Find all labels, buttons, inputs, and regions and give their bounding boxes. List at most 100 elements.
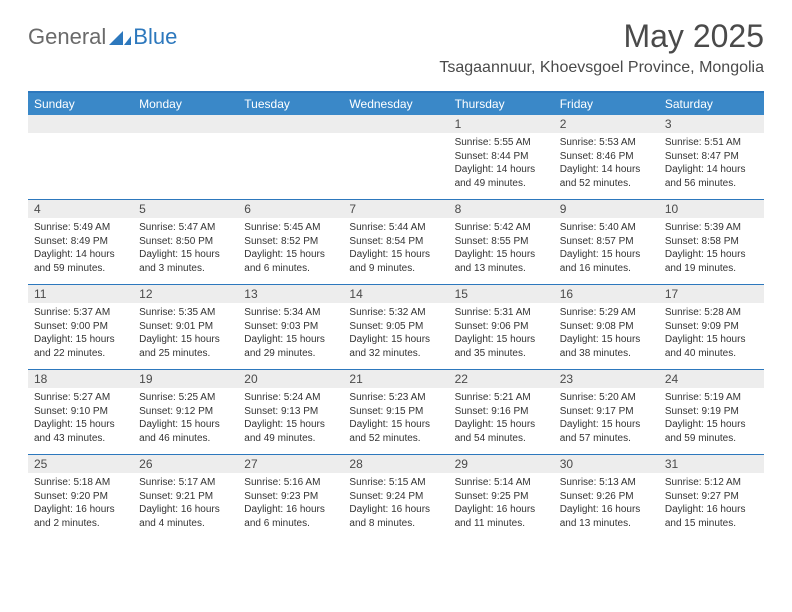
sunset-text: Sunset: 8:46 PM <box>560 150 653 164</box>
day-number: 28 <box>343 455 448 473</box>
daylight-text: Daylight: 15 hours and 35 minutes. <box>455 333 548 360</box>
day-body: Sunrise: 5:24 AMSunset: 9:13 PMDaylight:… <box>238 388 343 448</box>
day-number: 14 <box>343 285 448 303</box>
sunrise-text: Sunrise: 5:25 AM <box>139 391 232 405</box>
sunset-text: Sunset: 9:12 PM <box>139 405 232 419</box>
day-number: 5 <box>133 200 238 218</box>
day-number: 4 <box>28 200 133 218</box>
day-cell: 31Sunrise: 5:12 AMSunset: 9:27 PMDayligh… <box>659 455 764 539</box>
logo-triangle-icon <box>109 29 131 45</box>
logo-text-general: General <box>28 24 106 50</box>
day-body: Sunrise: 5:31 AMSunset: 9:06 PMDaylight:… <box>449 303 554 363</box>
day-number: 8 <box>449 200 554 218</box>
sunrise-text: Sunrise: 5:14 AM <box>455 476 548 490</box>
day-number: 7 <box>343 200 448 218</box>
sunset-text: Sunset: 9:13 PM <box>244 405 337 419</box>
title-block: May 2025 Tsagaannuur, Khoevsgoel Provinc… <box>439 18 764 77</box>
sunset-text: Sunset: 9:19 PM <box>665 405 758 419</box>
day-cell: 30Sunrise: 5:13 AMSunset: 9:26 PMDayligh… <box>554 455 659 539</box>
weekday-header: Thursday <box>449 93 554 115</box>
day-number: 22 <box>449 370 554 388</box>
day-body: Sunrise: 5:39 AMSunset: 8:58 PMDaylight:… <box>659 218 764 278</box>
day-cell <box>133 115 238 199</box>
day-body: Sunrise: 5:28 AMSunset: 9:09 PMDaylight:… <box>659 303 764 363</box>
day-number: 12 <box>133 285 238 303</box>
daylight-text: Daylight: 16 hours and 4 minutes. <box>139 503 232 530</box>
day-cell: 3Sunrise: 5:51 AMSunset: 8:47 PMDaylight… <box>659 115 764 199</box>
sunrise-text: Sunrise: 5:13 AM <box>560 476 653 490</box>
weeks-container: 1Sunrise: 5:55 AMSunset: 8:44 PMDaylight… <box>28 115 764 539</box>
sunrise-text: Sunrise: 5:53 AM <box>560 136 653 150</box>
sunset-text: Sunset: 9:09 PM <box>665 320 758 334</box>
sunrise-text: Sunrise: 5:17 AM <box>139 476 232 490</box>
sunrise-text: Sunrise: 5:19 AM <box>665 391 758 405</box>
sunset-text: Sunset: 9:05 PM <box>349 320 442 334</box>
sunset-text: Sunset: 8:44 PM <box>455 150 548 164</box>
sunrise-text: Sunrise: 5:31 AM <box>455 306 548 320</box>
day-cell: 14Sunrise: 5:32 AMSunset: 9:05 PMDayligh… <box>343 285 448 369</box>
day-cell: 20Sunrise: 5:24 AMSunset: 9:13 PMDayligh… <box>238 370 343 454</box>
day-body: Sunrise: 5:14 AMSunset: 9:25 PMDaylight:… <box>449 473 554 533</box>
sunset-text: Sunset: 9:24 PM <box>349 490 442 504</box>
day-cell: 2Sunrise: 5:53 AMSunset: 8:46 PMDaylight… <box>554 115 659 199</box>
daylight-text: Daylight: 15 hours and 32 minutes. <box>349 333 442 360</box>
sunset-text: Sunset: 9:25 PM <box>455 490 548 504</box>
day-body: Sunrise: 5:42 AMSunset: 8:55 PMDaylight:… <box>449 218 554 278</box>
logo: General Blue <box>28 18 177 50</box>
day-cell: 8Sunrise: 5:42 AMSunset: 8:55 PMDaylight… <box>449 200 554 284</box>
daylight-text: Daylight: 15 hours and 46 minutes. <box>139 418 232 445</box>
day-cell: 1Sunrise: 5:55 AMSunset: 8:44 PMDaylight… <box>449 115 554 199</box>
daylight-text: Daylight: 15 hours and 52 minutes. <box>349 418 442 445</box>
day-body: Sunrise: 5:18 AMSunset: 9:20 PMDaylight:… <box>28 473 133 533</box>
calendar-grid: Sunday Monday Tuesday Wednesday Thursday… <box>28 91 764 539</box>
sunset-text: Sunset: 8:49 PM <box>34 235 127 249</box>
weekday-header: Tuesday <box>238 93 343 115</box>
week-row: 4Sunrise: 5:49 AMSunset: 8:49 PMDaylight… <box>28 199 764 284</box>
daylight-text: Daylight: 15 hours and 9 minutes. <box>349 248 442 275</box>
day-body: Sunrise: 5:17 AMSunset: 9:21 PMDaylight:… <box>133 473 238 533</box>
sunset-text: Sunset: 9:17 PM <box>560 405 653 419</box>
day-body: Sunrise: 5:51 AMSunset: 8:47 PMDaylight:… <box>659 133 764 193</box>
daylight-text: Daylight: 16 hours and 6 minutes. <box>244 503 337 530</box>
day-body: Sunrise: 5:16 AMSunset: 9:23 PMDaylight:… <box>238 473 343 533</box>
sunset-text: Sunset: 9:03 PM <box>244 320 337 334</box>
daylight-text: Daylight: 15 hours and 59 minutes. <box>665 418 758 445</box>
day-number: 30 <box>554 455 659 473</box>
weekday-header: Monday <box>133 93 238 115</box>
day-cell: 21Sunrise: 5:23 AMSunset: 9:15 PMDayligh… <box>343 370 448 454</box>
sunrise-text: Sunrise: 5:27 AM <box>34 391 127 405</box>
sunrise-text: Sunrise: 5:24 AM <box>244 391 337 405</box>
weekday-header: Friday <box>554 93 659 115</box>
daylight-text: Daylight: 15 hours and 49 minutes. <box>244 418 337 445</box>
sunrise-text: Sunrise: 5:51 AM <box>665 136 758 150</box>
day-cell: 26Sunrise: 5:17 AMSunset: 9:21 PMDayligh… <box>133 455 238 539</box>
sunrise-text: Sunrise: 5:15 AM <box>349 476 442 490</box>
weekday-header: Sunday <box>28 93 133 115</box>
daylight-text: Daylight: 16 hours and 2 minutes. <box>34 503 127 530</box>
day-body: Sunrise: 5:12 AMSunset: 9:27 PMDaylight:… <box>659 473 764 533</box>
daylight-text: Daylight: 16 hours and 11 minutes. <box>455 503 548 530</box>
day-body: Sunrise: 5:21 AMSunset: 9:16 PMDaylight:… <box>449 388 554 448</box>
sunset-text: Sunset: 8:50 PM <box>139 235 232 249</box>
day-number: 29 <box>449 455 554 473</box>
weekday-header: Wednesday <box>343 93 448 115</box>
day-number: 2 <box>554 115 659 133</box>
day-number: 23 <box>554 370 659 388</box>
sunset-text: Sunset: 8:58 PM <box>665 235 758 249</box>
day-number: 18 <box>28 370 133 388</box>
sunset-text: Sunset: 9:01 PM <box>139 320 232 334</box>
sunrise-text: Sunrise: 5:28 AM <box>665 306 758 320</box>
daylight-text: Daylight: 15 hours and 6 minutes. <box>244 248 337 275</box>
day-body: Sunrise: 5:35 AMSunset: 9:01 PMDaylight:… <box>133 303 238 363</box>
daylight-text: Daylight: 15 hours and 57 minutes. <box>560 418 653 445</box>
sunset-text: Sunset: 8:57 PM <box>560 235 653 249</box>
sunrise-text: Sunrise: 5:55 AM <box>455 136 548 150</box>
daylight-text: Daylight: 16 hours and 8 minutes. <box>349 503 442 530</box>
day-number: 21 <box>343 370 448 388</box>
sunrise-text: Sunrise: 5:18 AM <box>34 476 127 490</box>
week-row: 1Sunrise: 5:55 AMSunset: 8:44 PMDaylight… <box>28 115 764 199</box>
day-cell: 24Sunrise: 5:19 AMSunset: 9:19 PMDayligh… <box>659 370 764 454</box>
day-cell: 11Sunrise: 5:37 AMSunset: 9:00 PMDayligh… <box>28 285 133 369</box>
day-body: Sunrise: 5:55 AMSunset: 8:44 PMDaylight:… <box>449 133 554 193</box>
day-number: 10 <box>659 200 764 218</box>
